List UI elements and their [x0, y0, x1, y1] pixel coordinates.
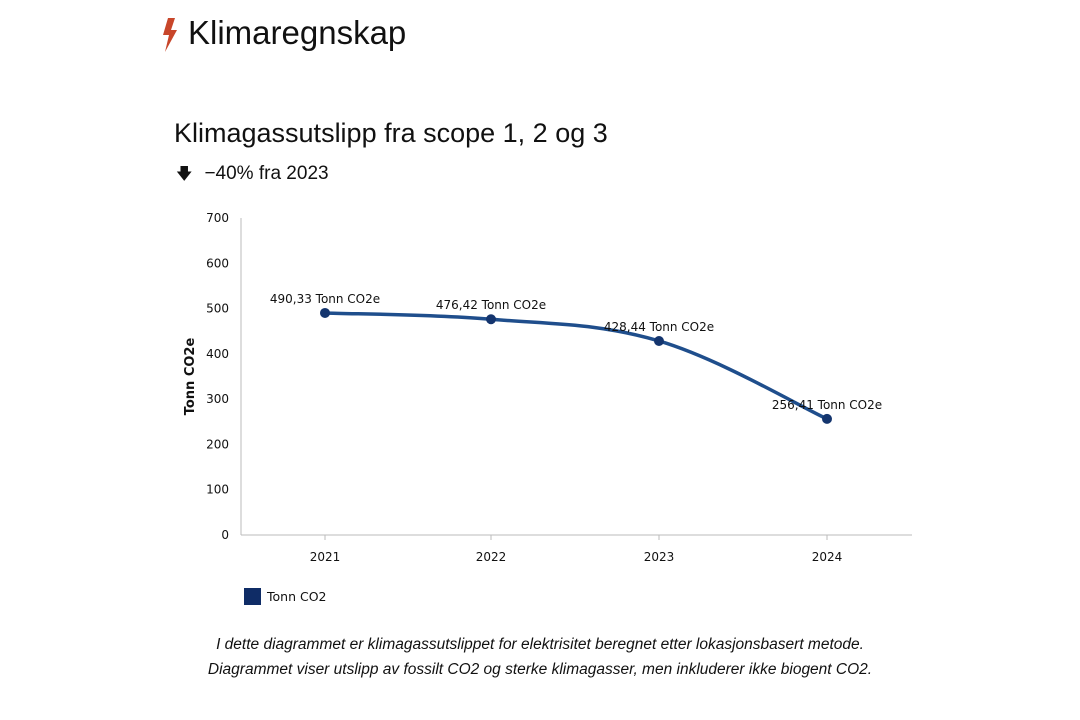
y-tick-label: 100 — [206, 483, 229, 497]
x-tick-label: 2023 — [644, 550, 675, 564]
chart-note-2: Diagrammet viser utslipp av fossilt CO2 … — [207, 661, 873, 678]
lightning-bolt-icon — [163, 18, 177, 52]
x-tick-label: 2021 — [310, 550, 341, 564]
data-point — [486, 314, 496, 325]
change-text: −40% fra 2023 — [204, 163, 329, 184]
data-label: 256,41 Tonn CO2e — [772, 398, 882, 412]
data-point — [654, 335, 664, 346]
y-tick-label: 700 — [206, 211, 229, 225]
app-title: Klimaregnskap — [188, 14, 407, 51]
chart-note-1: I dette diagrammet er klimagassutslippet… — [216, 636, 864, 653]
x-tick-label: 2024 — [812, 550, 843, 564]
legend-swatch — [244, 588, 261, 605]
y-tick-label: 500 — [206, 302, 229, 316]
series-line-tonn-co2 — [323, 311, 829, 421]
legend-label: Tonn CO2 — [266, 589, 327, 604]
chart-title: Klimagassutslipp fra scope 1, 2 og 3 — [174, 118, 608, 148]
data-label: 476,42 Tonn CO2e — [436, 298, 546, 312]
data-point — [822, 413, 832, 424]
y-tick-label: 600 — [206, 256, 229, 270]
x-tick-label: 2022 — [476, 550, 507, 564]
data-label: 490,33 Tonn CO2e — [270, 292, 380, 306]
arrow-down-icon: 🡇 — [176, 166, 193, 183]
data-point — [320, 307, 330, 318]
y-tick-label: 200 — [206, 437, 229, 451]
y-axis-label: Tonn CO2e — [183, 338, 198, 416]
y-tick-label: 300 — [206, 392, 229, 406]
y-tick-label: 0 — [221, 528, 229, 542]
data-label: 428,44 Tonn CO2e — [604, 320, 714, 334]
y-tick-label: 400 — [206, 347, 229, 361]
change-indicator: 🡇 −40% fra 2023 — [176, 163, 329, 190]
